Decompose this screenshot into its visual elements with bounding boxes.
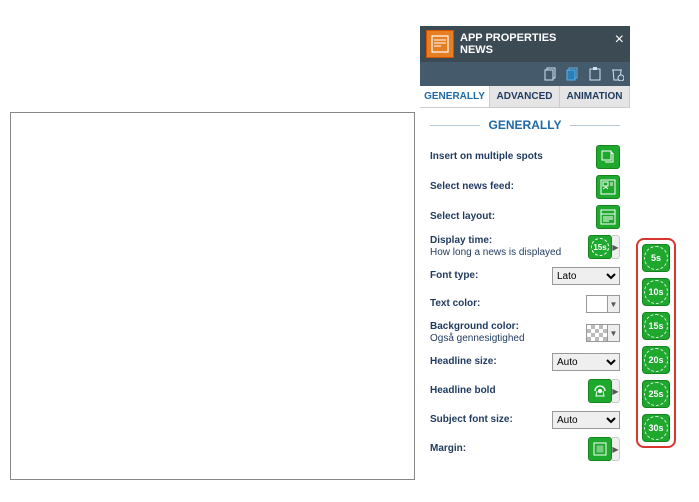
- label-display-time: Display time: How long a news is display…: [430, 235, 588, 259]
- headline-bold-control: ▶: [588, 379, 620, 403]
- label-font-type: Font type:: [430, 270, 552, 282]
- label-display-time-main: Display time:: [430, 235, 492, 246]
- margin-flyout-arrow[interactable]: ▶: [612, 437, 620, 461]
- row-select-feed: Select news feed:: [420, 172, 630, 202]
- display-time-popout: 5s 10s 15s 20s 25s 30s: [636, 238, 676, 448]
- headline-bold-flyout-arrow[interactable]: ▶: [612, 379, 620, 403]
- row-display-time: Display time: How long a news is display…: [420, 232, 630, 262]
- background-color-swatch[interactable]: [586, 324, 608, 342]
- display-time-option-25s[interactable]: 25s: [642, 380, 670, 408]
- margin-button[interactable]: [588, 437, 612, 461]
- section-title: GENERALLY: [420, 118, 630, 132]
- row-text-color: Text color: ▼: [420, 290, 630, 318]
- select-layout-button[interactable]: [596, 205, 620, 229]
- subject-font-size-select[interactable]: Auto: [552, 411, 620, 429]
- headline-size-select[interactable]: Auto: [552, 353, 620, 371]
- display-time-option-20s[interactable]: 20s: [642, 346, 670, 374]
- close-button[interactable]: ×: [615, 32, 624, 48]
- properties-panel: APP PROPERTIES NEWS × GENERALLY ADVANCED…: [420, 26, 630, 464]
- label-display-time-sub: How long a news is displayed: [430, 247, 588, 259]
- label-bg-sub: Også gennesigtighed: [430, 333, 586, 345]
- row-subject-font-size: Subject font size: Auto: [420, 406, 630, 434]
- paste-icon[interactable]: [566, 67, 580, 81]
- panel-title-line2: NEWS: [460, 44, 556, 56]
- app-type-icon: [426, 30, 454, 58]
- label-insert-multiple: Insert on multiple spots: [430, 151, 596, 163]
- label-subject-font-size: Subject font size:: [430, 414, 552, 426]
- label-headline-bold: Headline bold: [430, 385, 588, 397]
- panel-toolbar: [420, 62, 630, 86]
- margin-control: ▶: [588, 437, 620, 461]
- display-time-option-10s[interactable]: 10s: [642, 278, 670, 306]
- tabs: GENERALLY ADVANCED ANIMATION: [420, 86, 630, 108]
- tab-generally[interactable]: GENERALLY: [420, 86, 490, 107]
- row-background-color: Background color: Også gennesigtighed ▼: [420, 318, 630, 348]
- tab-animation[interactable]: ANIMATION: [560, 86, 630, 107]
- text-color-control: ▼: [586, 295, 620, 313]
- row-font-type: Font type: Lato: [420, 262, 630, 290]
- panel-title: APP PROPERTIES NEWS: [460, 32, 556, 56]
- background-color-control: ▼: [586, 324, 620, 342]
- background-color-dropdown-arrow[interactable]: ▼: [608, 324, 620, 342]
- display-time-option-5s[interactable]: 5s: [642, 244, 670, 272]
- display-time-flyout-arrow[interactable]: ▶: [612, 235, 620, 259]
- label-margin: Margin:: [430, 443, 588, 455]
- label-select-layout: Select layout:: [430, 211, 596, 223]
- clipboard-icon[interactable]: [588, 67, 602, 81]
- font-type-select[interactable]: Lato: [552, 267, 620, 285]
- row-insert-multiple: Insert on multiple spots: [420, 142, 630, 172]
- row-select-layout: Select layout:: [420, 202, 630, 232]
- label-bg-main: Background color:: [430, 321, 519, 332]
- row-margin: Margin: ▶: [420, 434, 630, 464]
- copy-icon[interactable]: [544, 67, 558, 81]
- display-time-option-15s[interactable]: 15s: [642, 312, 670, 340]
- select-feed-button[interactable]: [596, 175, 620, 199]
- display-time-value: 15s: [591, 238, 609, 256]
- display-time-button[interactable]: 15s: [588, 235, 612, 259]
- panel-header: APP PROPERTIES NEWS ×: [420, 26, 630, 62]
- panel-title-line1: APP PROPERTIES: [460, 32, 556, 44]
- row-headline-bold: Headline bold ▶: [420, 376, 630, 406]
- display-time-control: 15s ▶: [588, 235, 620, 259]
- label-text-color: Text color:: [430, 298, 586, 310]
- display-time-option-30s[interactable]: 30s: [642, 414, 670, 442]
- headline-bold-button[interactable]: [588, 379, 612, 403]
- text-color-swatch[interactable]: [586, 295, 608, 313]
- text-color-dropdown-arrow[interactable]: ▼: [608, 295, 620, 313]
- settings-delete-icon[interactable]: [610, 67, 624, 81]
- label-headline-size: Headline size:: [430, 356, 552, 368]
- label-select-feed: Select news feed:: [430, 181, 596, 193]
- tab-advanced[interactable]: ADVANCED: [490, 86, 560, 107]
- insert-multiple-button[interactable]: [596, 145, 620, 169]
- label-background-color: Background color: Også gennesigtighed: [430, 321, 586, 345]
- canvas-area: [10, 112, 415, 480]
- row-headline-size: Headline size: Auto: [420, 348, 630, 376]
